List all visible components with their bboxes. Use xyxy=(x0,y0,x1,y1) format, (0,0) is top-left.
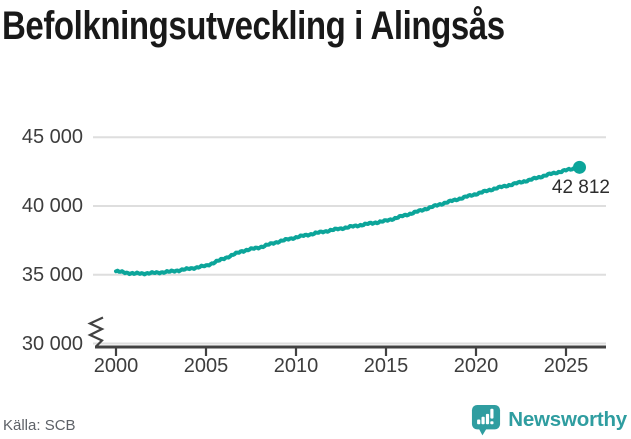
newsworthy-brand[interactable]: Newsworthy xyxy=(471,403,627,437)
y-tick-label: 45 000 xyxy=(21,126,83,149)
endpoint-value-label: 42 812 xyxy=(551,177,610,198)
newsworthy-logo-icon xyxy=(472,405,501,436)
plot-area: 30 000 35 000 40 000 45 000 2000 2005 2010 201… xyxy=(21,126,610,377)
endpoint-dot xyxy=(573,160,586,174)
population-line-chart xyxy=(87,136,606,356)
x-tick-label: 2005 xyxy=(183,355,229,377)
y-tick-label: 40 000 xyxy=(21,195,83,217)
source-caption: Källa: SCB xyxy=(3,417,76,434)
newsworthy-brand-name: Newsworthy xyxy=(508,408,627,431)
chart-title: Befolkningsutveckling i Alingsås xyxy=(2,4,505,48)
axis-break-icon xyxy=(87,316,105,348)
x-tick-label: 2000 xyxy=(93,355,139,377)
y-tick-label: 35 000 xyxy=(21,263,83,286)
x-tick-label: 2010 xyxy=(273,355,319,377)
x-tick-label: 2020 xyxy=(453,355,499,377)
population-line xyxy=(114,165,582,277)
x-tick-label: 2025 xyxy=(543,355,589,377)
x-tick-label: 2015 xyxy=(363,355,409,377)
y-tick-label: 30 000 xyxy=(21,332,83,355)
